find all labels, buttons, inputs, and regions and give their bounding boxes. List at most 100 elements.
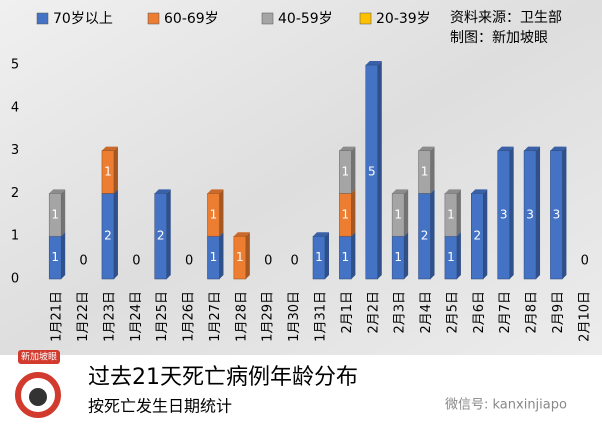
bar-side — [456, 232, 461, 279]
bar-top — [154, 189, 171, 194]
data-label: 1 — [210, 250, 218, 264]
x-tick-label: 1月21日 — [50, 291, 65, 342]
bar-side — [219, 232, 224, 279]
bar-top — [207, 189, 224, 194]
y-tick-label: 3 — [11, 143, 19, 158]
x-tick-label: 2月7日 — [498, 291, 513, 334]
data-label: 1 — [421, 165, 429, 179]
bar-top — [392, 189, 409, 194]
watermark: 微信号: kanxinjiapo — [445, 398, 567, 413]
x-tick-label: 2月4日 — [419, 291, 434, 334]
bar-side — [166, 189, 171, 279]
x-tick-label: 2月6日 — [472, 291, 487, 334]
bar-top — [444, 189, 461, 194]
bar — [550, 150, 563, 280]
data-label: 2 — [157, 229, 165, 243]
data-label: 2 — [421, 229, 429, 243]
data-label: 0 — [185, 254, 193, 269]
bar-side — [483, 189, 488, 279]
bar-side — [509, 146, 514, 279]
chart-title: 过去21天死亡病例年龄分布 — [88, 365, 358, 390]
data-label: 1 — [51, 250, 59, 264]
x-tick-label: 1月23日 — [102, 291, 117, 342]
x-tick-label: 2月8日 — [525, 291, 540, 334]
x-tick-label: 1月25日 — [155, 291, 170, 342]
bar-top — [524, 146, 541, 151]
y-tick-label: 1 — [11, 229, 19, 244]
bar — [471, 193, 484, 280]
x-tick-label: 2月3日 — [393, 291, 408, 334]
bar-side — [351, 189, 356, 237]
data-label: 1 — [104, 165, 112, 179]
bar-top — [49, 189, 66, 194]
bar-side — [61, 189, 66, 237]
bar-side — [456, 189, 461, 237]
y-tick-label: 0 — [11, 272, 19, 287]
data-label: 1 — [236, 250, 244, 264]
data-label: 1 — [342, 207, 350, 221]
bar-side — [536, 146, 541, 279]
data-label: 5 — [368, 165, 376, 179]
legend-label: 40-59岁 — [278, 11, 333, 27]
data-label: 2 — [104, 229, 112, 243]
x-tick-label: 1月26日 — [182, 291, 197, 342]
data-label: 1 — [342, 165, 350, 179]
legend-swatch — [261, 12, 274, 25]
y-tick-label: 4 — [11, 100, 19, 115]
x-tick-label: 2月10日 — [577, 291, 592, 342]
logo-text: 新加坡眼 — [21, 351, 57, 363]
data-label: 0 — [79, 254, 87, 269]
data-label: 1 — [447, 250, 455, 264]
data-label: 0 — [290, 254, 298, 269]
bar-top — [471, 189, 488, 194]
bar-side — [377, 61, 382, 279]
bar-side — [430, 146, 435, 194]
data-label: 1 — [342, 250, 350, 264]
x-tick-label: 1月29日 — [261, 291, 276, 342]
data-label: 1 — [394, 207, 402, 221]
data-label: 0 — [264, 254, 272, 269]
legend-swatch — [359, 12, 372, 25]
data-label: 2 — [473, 229, 481, 243]
bar — [444, 193, 458, 237]
bar-side — [404, 232, 409, 279]
bar-side — [325, 232, 329, 279]
bar-top — [418, 146, 435, 151]
legend-swatch — [147, 12, 160, 25]
data-label: 3 — [526, 207, 534, 221]
x-tick-label: 2月1日 — [340, 291, 355, 334]
bar — [523, 150, 537, 280]
data-label: 1 — [51, 207, 59, 221]
footer-background — [0, 355, 602, 431]
bar — [312, 235, 326, 280]
x-tick-label: 2月9日 — [551, 291, 566, 334]
y-tick-label: 2 — [11, 186, 19, 201]
bar-top — [339, 146, 356, 151]
data-label: 1 — [315, 250, 323, 264]
bar — [339, 150, 352, 194]
x-tick-label: 2月2日 — [366, 291, 381, 334]
y-tick-label: 5 — [11, 58, 19, 73]
bar-top — [313, 232, 329, 237]
data-label: 1 — [210, 207, 218, 221]
bar-top — [497, 146, 514, 151]
bar-side — [61, 232, 66, 279]
bar-side — [351, 232, 356, 279]
bar-top — [365, 61, 382, 65]
data-label: 3 — [553, 207, 561, 221]
source: 资料来源：卫生部 — [450, 10, 562, 26]
legend-label: 60-69岁 — [164, 11, 219, 27]
bar-side — [245, 232, 250, 279]
legend-label: 70岁以上 — [53, 11, 113, 27]
logo-inner — [29, 388, 47, 406]
logo-tag — [18, 350, 60, 364]
chart-subtitle: 按死亡发生日期统计 — [88, 397, 232, 416]
data-label: 3 — [500, 207, 508, 221]
bar-side — [113, 189, 118, 279]
x-tick-label: 1月28日 — [234, 291, 249, 342]
data-label: 0 — [132, 254, 140, 269]
x-tick-label: 1月30日 — [287, 291, 302, 342]
x-tick-label: 1月27日 — [208, 291, 223, 342]
bar-side — [219, 189, 224, 237]
